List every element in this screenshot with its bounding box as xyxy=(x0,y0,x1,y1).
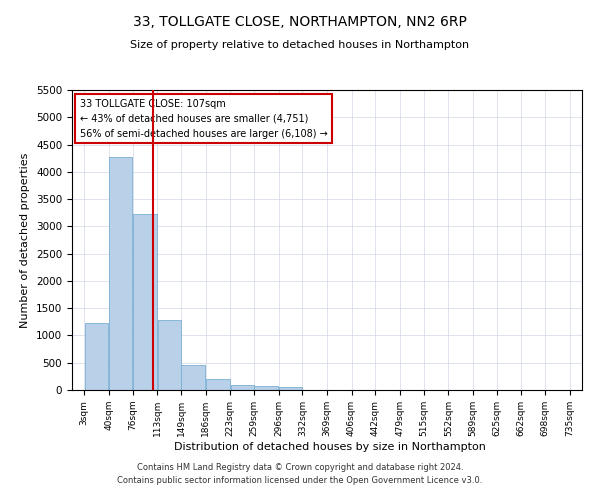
Text: 33 TOLLGATE CLOSE: 107sqm
← 43% of detached houses are smaller (4,751)
56% of se: 33 TOLLGATE CLOSE: 107sqm ← 43% of detac… xyxy=(80,99,328,138)
Bar xyxy=(279,388,302,390)
Text: Contains HM Land Registry data © Crown copyright and database right 2024.
Contai: Contains HM Land Registry data © Crown c… xyxy=(118,464,482,485)
Bar xyxy=(206,380,230,390)
Bar xyxy=(109,157,133,390)
Bar xyxy=(181,365,205,390)
Bar xyxy=(230,385,254,390)
Text: Distribution of detached houses by size in Northampton: Distribution of detached houses by size … xyxy=(174,442,486,452)
Bar xyxy=(133,214,157,390)
Bar xyxy=(85,323,109,390)
Text: Size of property relative to detached houses in Northampton: Size of property relative to detached ho… xyxy=(130,40,470,50)
Text: 33, TOLLGATE CLOSE, NORTHAMPTON, NN2 6RP: 33, TOLLGATE CLOSE, NORTHAMPTON, NN2 6RP xyxy=(133,15,467,29)
Bar xyxy=(254,386,278,390)
Y-axis label: Number of detached properties: Number of detached properties xyxy=(20,152,31,328)
Bar xyxy=(158,320,181,390)
